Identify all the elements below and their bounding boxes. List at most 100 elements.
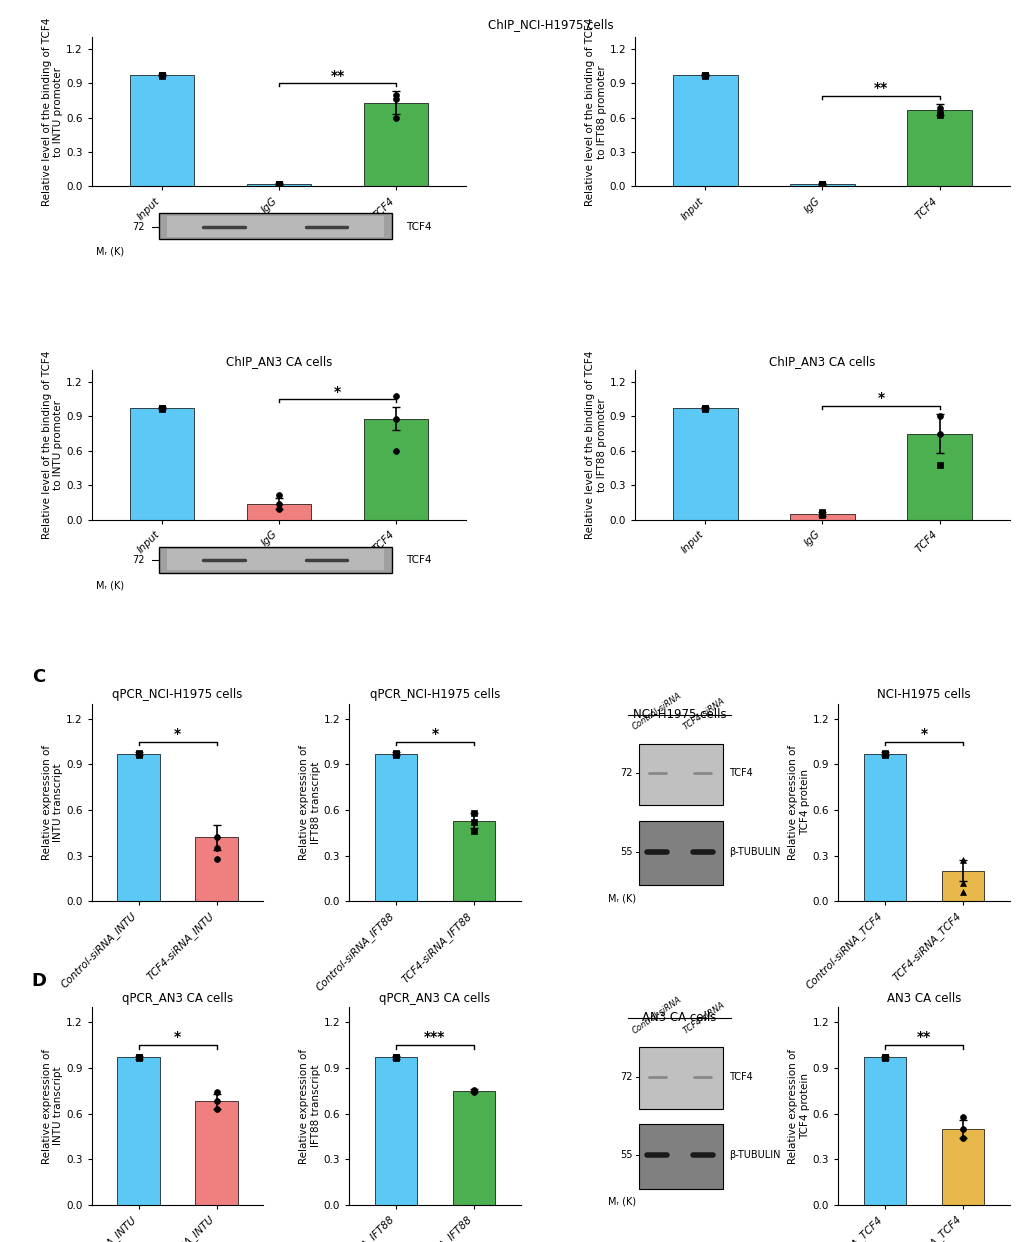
Text: 72: 72 (131, 555, 144, 565)
Point (876, 743, 893, 763)
Y-axis label: Relative expression of
TCF4 protein: Relative expression of TCF4 protein (788, 745, 809, 859)
Title: AN3 CA cells: AN3 CA cells (886, 991, 960, 1005)
Text: NCI-H1975 cells: NCI-H1975 cells (632, 708, 726, 720)
Point (466, 804, 482, 823)
Y-axis label: Relative expression of
IFT88 transcript: Relative expression of IFT88 transcript (299, 745, 320, 859)
Point (387, 108, 404, 128)
Text: β-TUBULIN: β-TUBULIN (729, 1150, 780, 1160)
Text: *: * (174, 727, 181, 741)
Point (130, 1047, 147, 1067)
Point (876, 1047, 893, 1067)
Point (387, 1047, 404, 1067)
Point (930, 406, 947, 426)
Text: TCF4: TCF4 (407, 555, 432, 565)
Bar (907, 109, 971, 186)
Point (208, 827, 224, 847)
Bar (863, 754, 906, 902)
Text: TCF4: TCF4 (729, 1072, 752, 1082)
Text: TCF4: TCF4 (407, 222, 432, 232)
Point (130, 1047, 147, 1067)
Point (954, 1107, 970, 1126)
Title: ChIP_AN3 CA cells: ChIP_AN3 CA cells (226, 355, 332, 368)
Point (697, 399, 713, 419)
Title: qPCR_AN3 CA cells: qPCR_AN3 CA cells (379, 991, 490, 1005)
Text: **: ** (873, 81, 888, 96)
Bar (638, 821, 722, 886)
Point (387, 745, 404, 765)
Text: 72: 72 (131, 222, 144, 232)
Text: C: C (32, 668, 45, 686)
Point (697, 65, 713, 84)
Title: qPCR_NCI-H1975 cells: qPCR_NCI-H1975 cells (370, 688, 499, 702)
Point (387, 744, 404, 764)
Point (954, 873, 970, 893)
Point (130, 745, 147, 765)
Point (130, 743, 147, 763)
Text: 55: 55 (620, 1150, 632, 1160)
Point (813, 505, 829, 525)
Title: NCI-H1975 cells: NCI-H1975 cells (876, 688, 970, 702)
Point (154, 65, 170, 84)
Point (813, 504, 829, 524)
Point (466, 1079, 482, 1099)
Text: *: * (174, 1031, 181, 1045)
Bar (673, 75, 737, 186)
Point (154, 399, 170, 419)
Point (271, 493, 287, 513)
Point (387, 386, 404, 406)
Point (813, 174, 829, 194)
Y-axis label: Relative level of the binding of TCF4
to IFT88 promoter: Relative level of the binding of TCF4 to… (585, 17, 606, 206)
Point (130, 1048, 147, 1068)
Point (271, 174, 287, 194)
Point (697, 397, 713, 417)
Text: *: * (919, 727, 926, 741)
Text: Mᵣ (K): Mᵣ (K) (96, 580, 123, 590)
Text: *: * (431, 727, 438, 741)
Text: Mᵣ (K): Mᵣ (K) (607, 893, 636, 903)
Bar (247, 503, 311, 519)
Bar (364, 103, 428, 186)
Bar (452, 821, 495, 902)
Point (271, 174, 287, 194)
Point (930, 424, 947, 443)
Point (954, 1119, 970, 1139)
Bar (863, 1057, 906, 1205)
Text: Control-siRNA: Control-siRNA (631, 691, 683, 732)
Point (466, 821, 482, 841)
Point (208, 848, 224, 868)
Bar (129, 409, 194, 519)
Point (154, 399, 170, 419)
Bar (790, 514, 854, 519)
Bar (374, 754, 417, 902)
Point (387, 89, 404, 109)
Bar (452, 1090, 495, 1205)
Text: 72: 72 (620, 769, 632, 779)
Point (387, 84, 404, 104)
Bar (195, 837, 237, 902)
Point (466, 1081, 482, 1100)
Point (813, 174, 829, 194)
Text: *: * (334, 385, 341, 399)
Text: 72: 72 (620, 1072, 632, 1082)
Text: β-TUBULIN: β-TUBULIN (729, 847, 780, 857)
Bar (159, 214, 391, 240)
Point (387, 1048, 404, 1068)
Text: AN3 CA cells: AN3 CA cells (642, 1011, 716, 1025)
Point (876, 744, 893, 764)
Bar (195, 1102, 237, 1205)
Bar (907, 433, 971, 519)
Point (876, 1048, 893, 1068)
Y-axis label: Relative expression of
TCF4 protein: Relative expression of TCF4 protein (788, 1048, 809, 1164)
Point (271, 499, 287, 519)
Bar (117, 754, 160, 902)
Y-axis label: Relative expression of
INTU transcript: Relative expression of INTU transcript (42, 1048, 63, 1164)
Point (930, 102, 947, 122)
Point (271, 174, 287, 194)
Bar (364, 419, 428, 519)
Point (154, 397, 170, 417)
Text: TCF4-siRNA: TCF4-siRNA (682, 1000, 727, 1036)
Point (697, 65, 713, 84)
Point (954, 1128, 970, 1148)
Y-axis label: Relative expression of
INTU transcript: Relative expression of INTU transcript (42, 745, 63, 859)
Bar (166, 549, 384, 570)
